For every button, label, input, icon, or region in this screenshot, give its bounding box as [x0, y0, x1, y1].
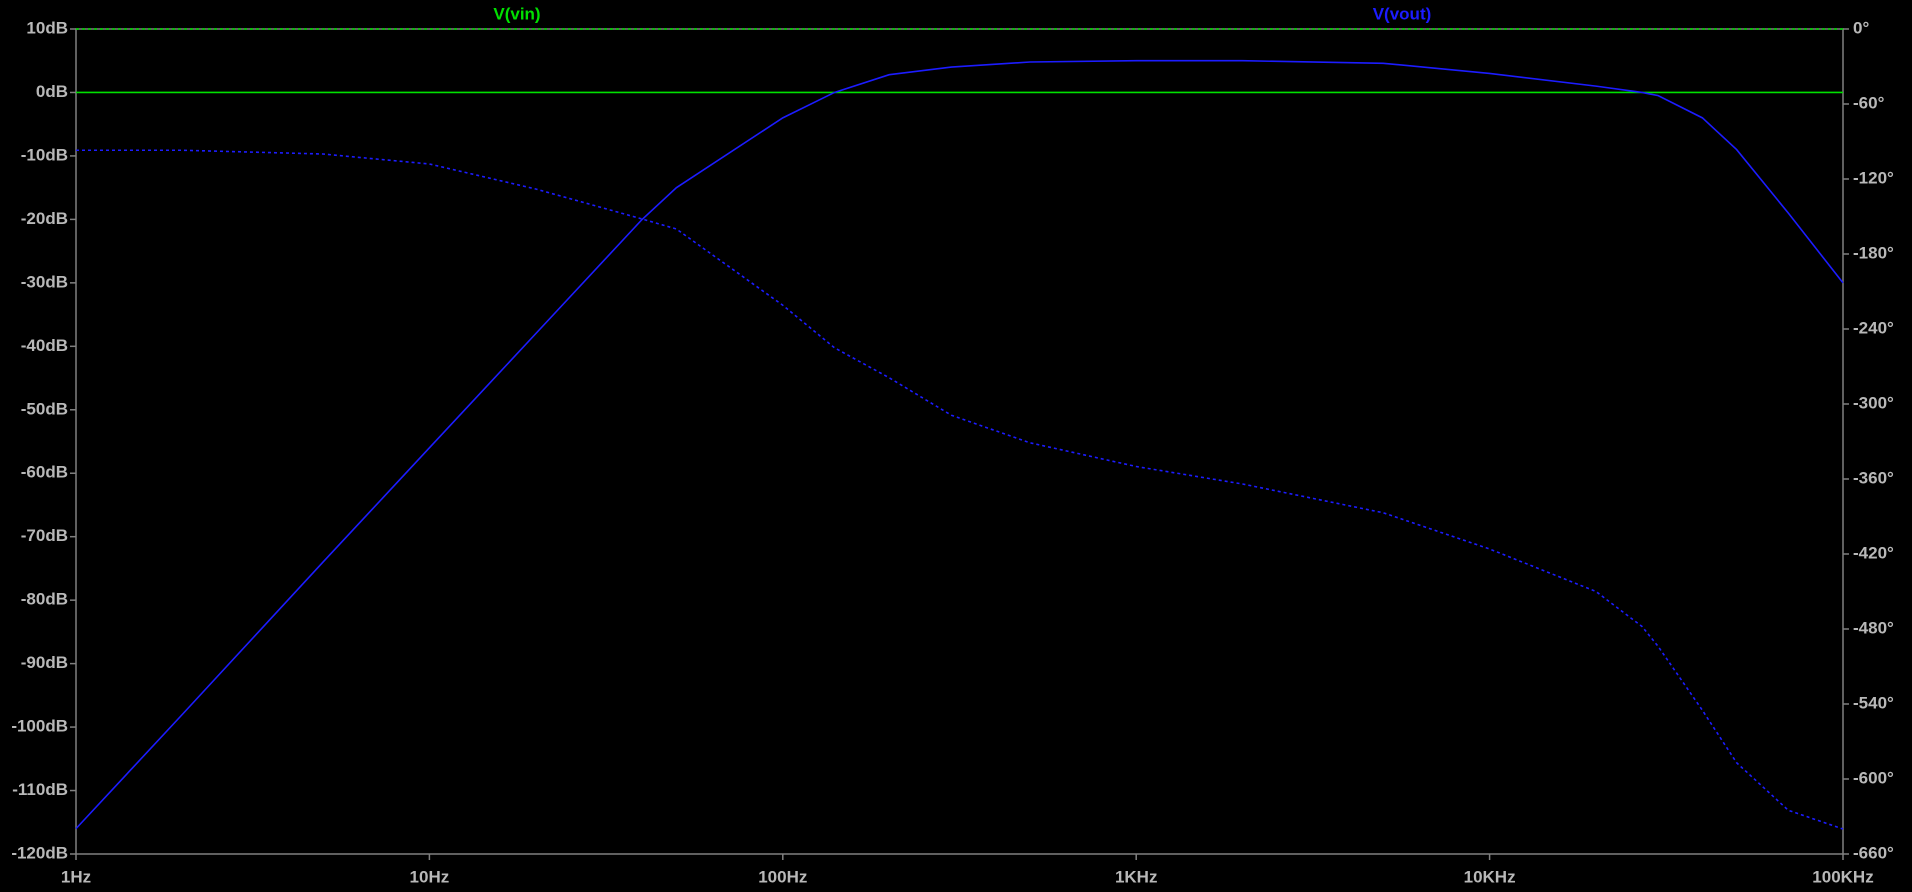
y-tick-label: -100dB [11, 717, 68, 736]
y-tick-label: 10dB [26, 18, 68, 37]
x-tick-label: 10KHz [1464, 867, 1516, 886]
y2-tick-label: -660° [1853, 843, 1894, 862]
y-tick-label: -50dB [21, 399, 68, 418]
y-tick-label: -10dB [21, 145, 68, 164]
y-tick-label: -120dB [11, 843, 68, 862]
y2-tick-label: -60° [1853, 93, 1885, 112]
y2-tick-label: -120° [1853, 168, 1894, 187]
y-tick-label: -40dB [21, 336, 68, 355]
x-tick-label: 1Hz [61, 867, 91, 886]
y2-tick-label: -300° [1853, 393, 1894, 412]
y-tick-label: -90dB [21, 653, 68, 672]
y-tick-label: -60dB [21, 463, 68, 482]
y2-tick-label: 0° [1853, 18, 1869, 37]
y2-tick-label: -480° [1853, 618, 1894, 637]
x-tick-label: 100Hz [758, 867, 807, 886]
y-tick-label: -20dB [21, 209, 68, 228]
y2-tick-label: -540° [1853, 693, 1894, 712]
x-tick-label: 10Hz [410, 867, 450, 886]
y2-tick-label: -180° [1853, 243, 1894, 262]
phase-line [76, 149, 1844, 830]
x-tick-label: 1KHz [1115, 867, 1158, 886]
x-tick-label: 100KHz [1812, 867, 1873, 886]
y-tick-label: -80dB [21, 590, 68, 609]
y-tick-label: 0dB [36, 82, 68, 101]
y-tick-label: -70dB [21, 526, 68, 545]
y2-tick-label: -240° [1853, 318, 1894, 337]
y2-tick-label: -420° [1853, 543, 1894, 562]
y-tick-label: -110dB [12, 780, 68, 799]
legend-label: V(vin) [493, 4, 540, 23]
y2-tick-label: -360° [1853, 468, 1894, 487]
y2-tick-label: -600° [1853, 768, 1894, 787]
y-tick-label: -30dB [21, 272, 68, 291]
plot-frame [75, 28, 1844, 855]
legend-label: V(vout) [1373, 4, 1432, 23]
magnitude-line [75, 59, 1844, 830]
